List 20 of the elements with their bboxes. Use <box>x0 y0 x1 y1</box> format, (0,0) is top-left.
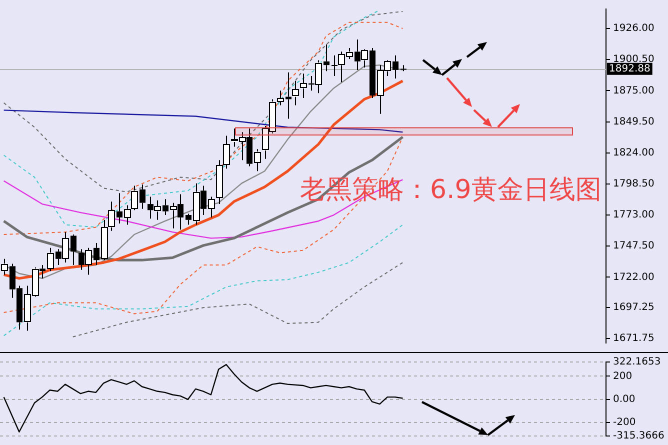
y-tick-label: 1747.50 <box>613 240 654 252</box>
y-tick-label: 322.1653 <box>613 356 661 368</box>
text: 老黑策略：6.9黄金日线图 <box>300 174 602 207</box>
y-tick-label: -315.3666 <box>613 430 664 442</box>
y-tick-label: 0.00 <box>613 394 636 405</box>
y-tick-label: 1900.50 <box>613 54 654 66</box>
y-tick-label: -200 <box>613 417 636 428</box>
y-tick-label: 1824.00 <box>613 147 654 158</box>
y-tick-label: 1926.00 <box>613 23 654 34</box>
y-tick-label: 1722.00 <box>613 272 654 283</box>
y-tick-label: 200 <box>613 370 632 382</box>
line-series <box>72 262 404 338</box>
y-tick-label: 1697.25 <box>613 302 654 313</box>
y-tick-label: 1849.50 <box>613 116 654 128</box>
y-tick-label: 1875.00 <box>613 85 654 96</box>
y-tick-label: 1798.50 <box>613 178 654 190</box>
line-series <box>3 224 404 336</box>
ref-line-label: 1892.88 <box>609 63 650 74</box>
y-tick-label: 1773.00 <box>613 210 654 221</box>
y-tick-label: 1671.75 <box>613 333 654 344</box>
